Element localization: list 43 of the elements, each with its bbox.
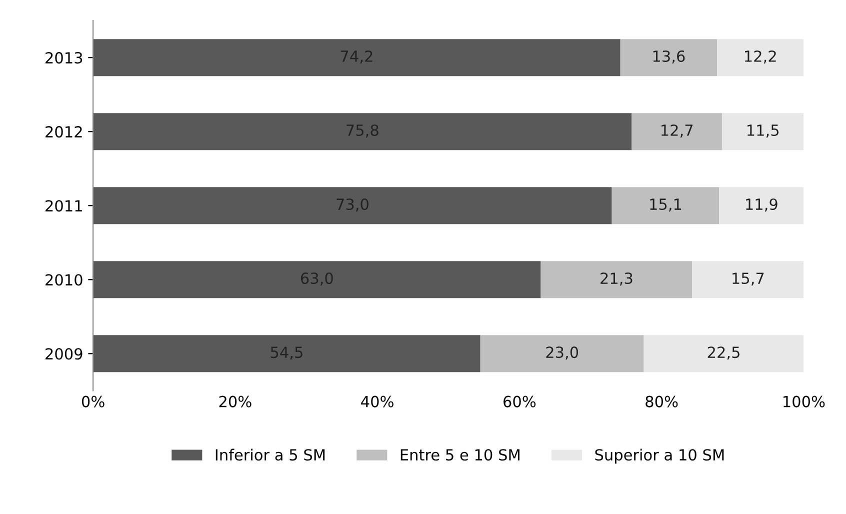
bar [93,39,620,76]
data-label: 63,0 [300,272,333,286]
x-tick-label: 80% [646,396,678,408]
x-tick-label: 60% [504,396,536,408]
bar [480,335,644,372]
x-tick-label: 100% [784,396,825,408]
data-label: 11,9 [746,198,778,212]
y-tick-label: 2013 [46,52,82,64]
y-tick-label: 2010 [46,274,82,286]
data-label: 74,2 [340,50,372,64]
data-label: 15,7 [732,272,764,286]
data-label: 23,0 [546,346,578,360]
x-tick-label: 0% [82,396,104,408]
legend-label: Inferior a 5 SM [216,448,325,461]
legend-label: Entre 5 e 10 SM [400,449,520,461]
bar [93,335,480,372]
bar [632,113,722,150]
bar [93,261,541,298]
bar [717,39,804,76]
data-label: 11,5 [748,124,779,138]
data-label: 54,5 [270,346,302,360]
bar [719,187,804,224]
y-tick-label: 2009 [46,348,82,360]
y-tick-label: 2012 [46,126,82,138]
bar [722,113,804,150]
data-label: 12,2 [745,50,776,64]
bar [93,113,632,150]
x-tick-label: 40% [361,396,394,408]
legend-label: Superior a 10 SM [595,448,724,464]
data-label: 22,5 [708,346,740,360]
data-label: 15,1 [650,198,682,212]
data-label: 21,3 [600,272,632,286]
bar [692,261,804,298]
x-tick-label: 20% [219,396,252,408]
bar [620,39,717,76]
bar [644,335,804,372]
bar [612,187,720,224]
bar [93,187,612,224]
y-tick-label: 2011 [46,200,82,212]
data-label: 13,6 [653,50,685,64]
data-label: 12,7 [662,124,693,138]
bar [540,261,692,298]
data-label: 73,0 [336,198,368,212]
